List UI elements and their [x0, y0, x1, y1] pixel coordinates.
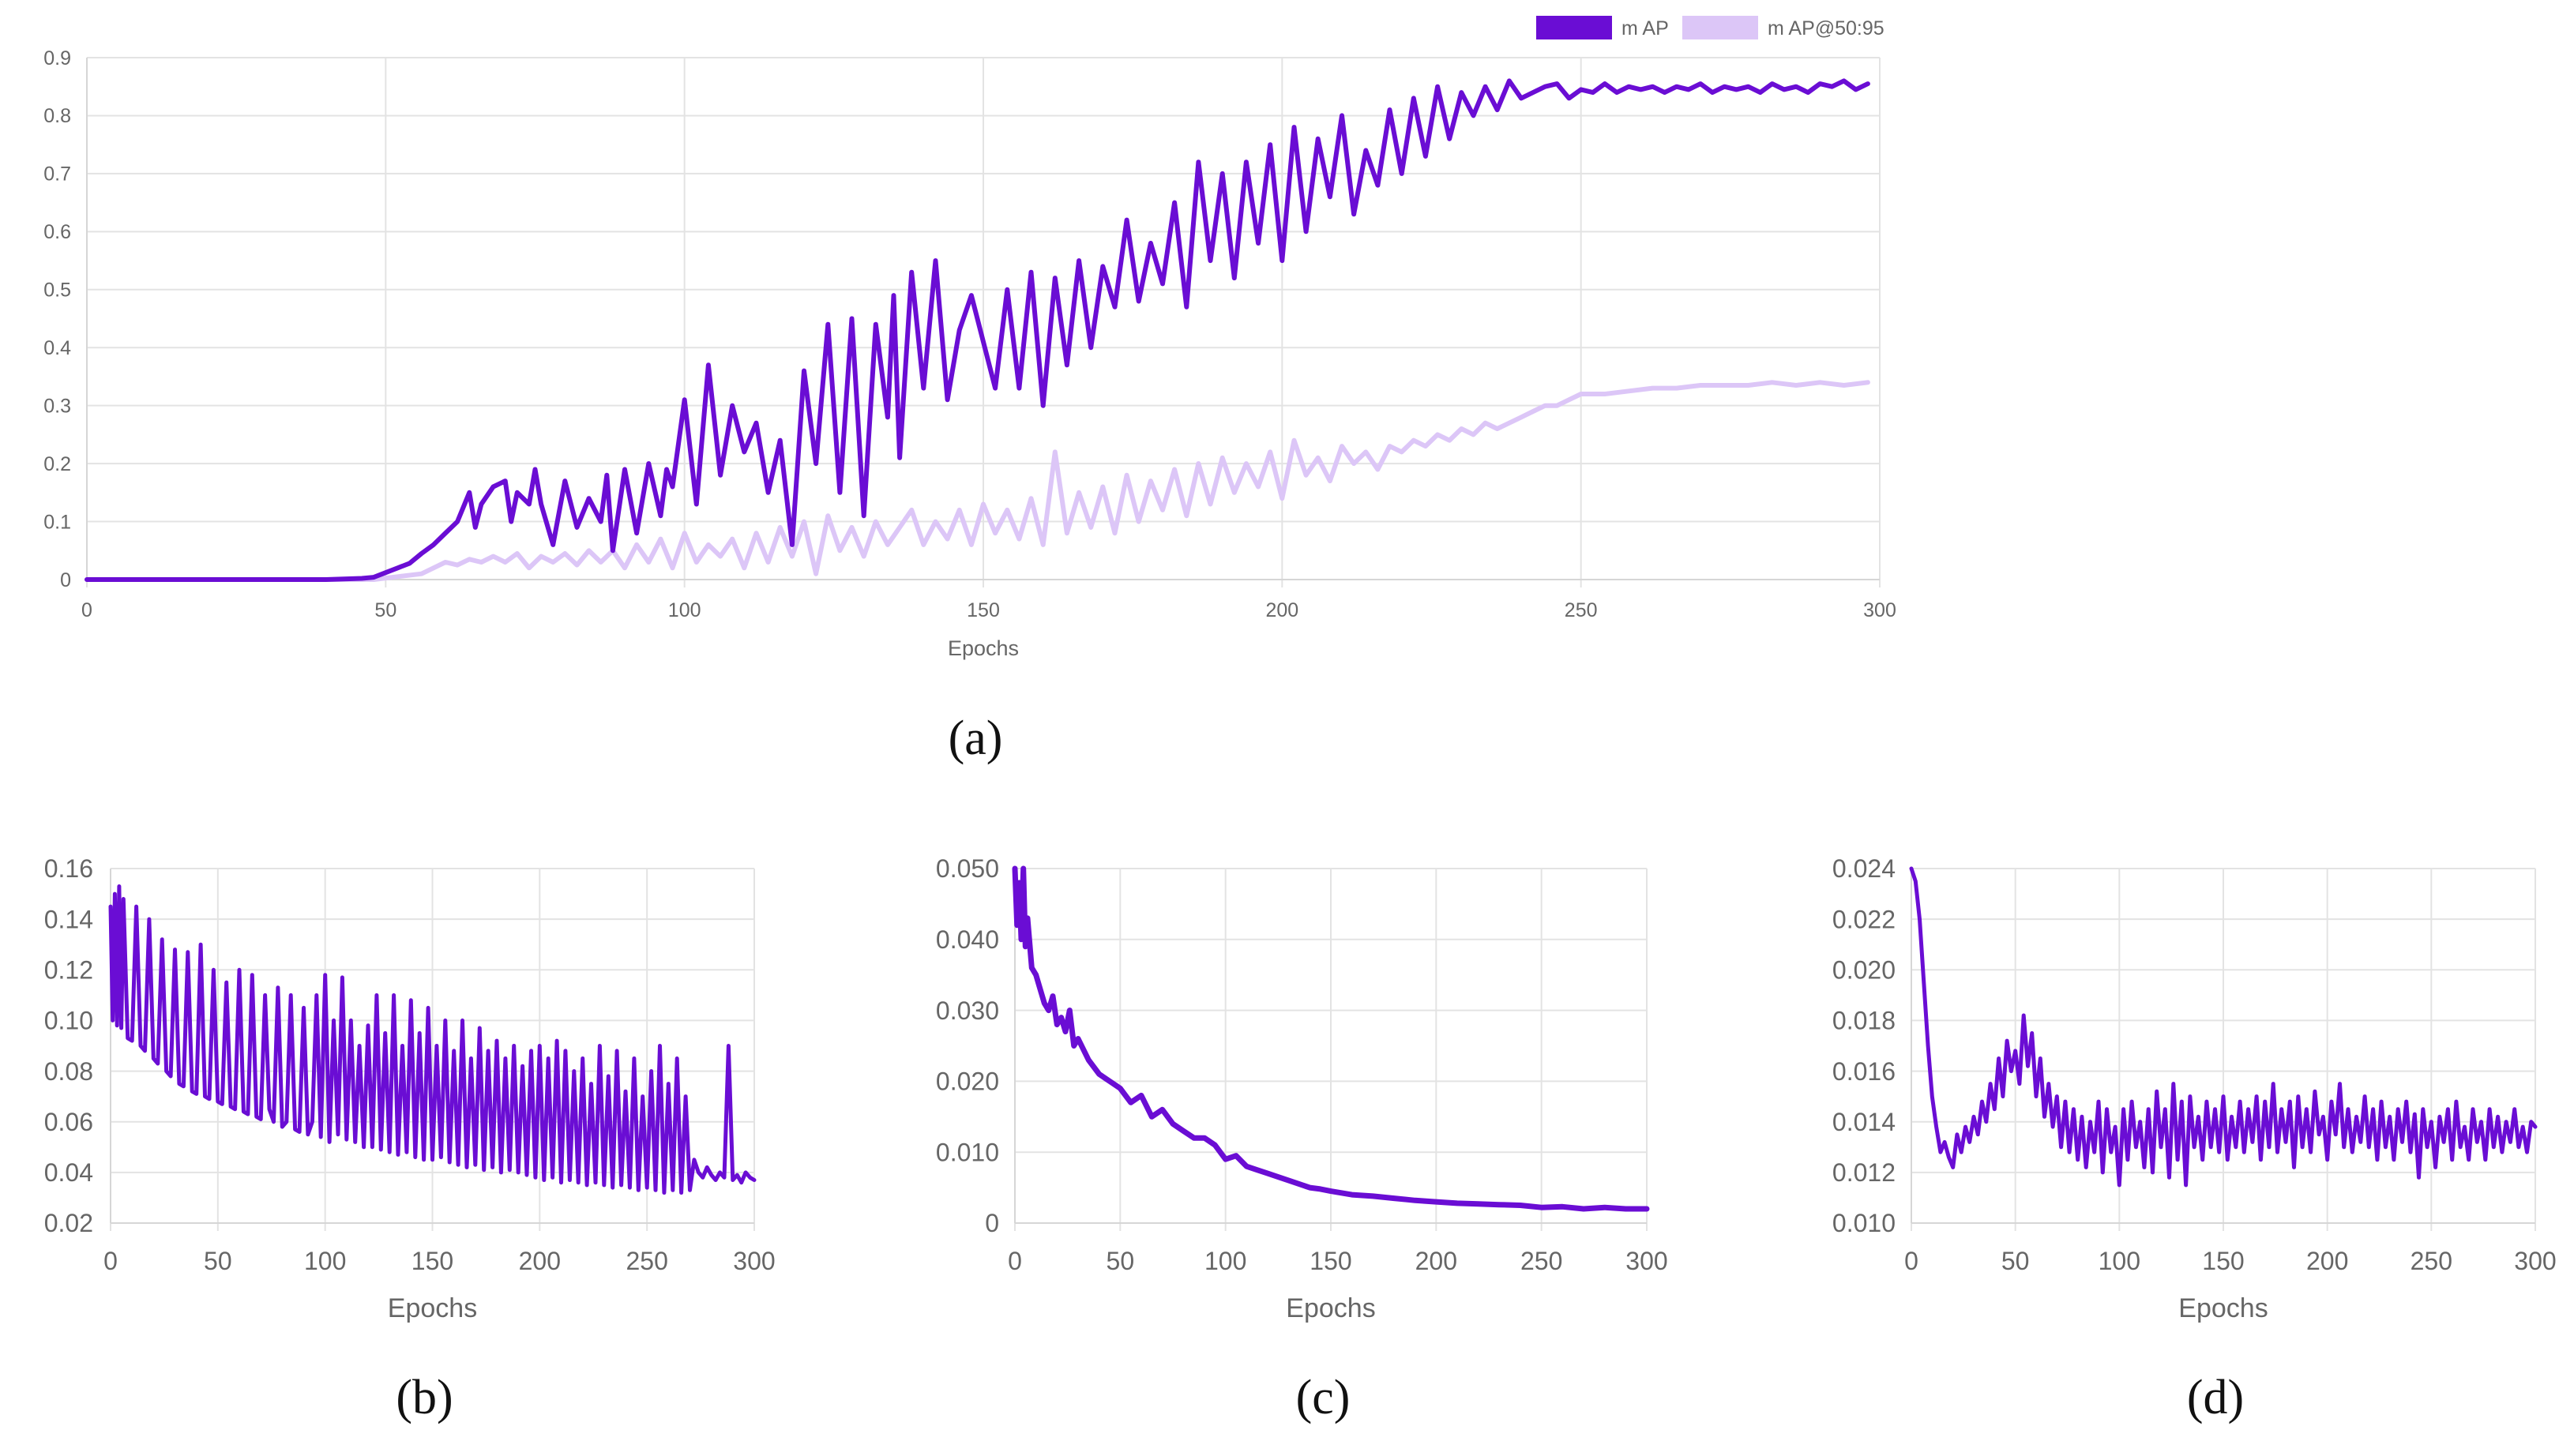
y-tick-label: 0.040	[936, 925, 999, 954]
legend-label-0: m AP	[1621, 17, 1669, 39]
x-tick-label: 300	[733, 1247, 775, 1275]
legend-swatch-1	[1682, 16, 1758, 39]
series-line-0	[1012, 865, 1650, 1212]
y-tick-label: 0.018	[1832, 1007, 1896, 1035]
series-line-1	[85, 380, 1870, 582]
x-tick-label: 150	[1310, 1247, 1351, 1275]
legend-swatch-0	[1536, 16, 1612, 39]
x-tick-label: 0	[81, 599, 92, 621]
x-tick-label: 150	[2202, 1247, 2244, 1275]
panel-a-map-chart: 0 0.1 0.2 0.3 0.4 0.5 0.6 0.7 0.8 0.9 0 50 100 150 200…	[43, 16, 1896, 765]
x-tick-label: 0	[103, 1247, 118, 1275]
y-tick-label: 0.12	[44, 955, 93, 984]
y-tick-label: 0.2	[43, 453, 71, 475]
x-tick-label: 150	[411, 1247, 453, 1275]
x-tick-label: 200	[1415, 1247, 1457, 1275]
x-tick-label: 50	[204, 1247, 232, 1275]
x-tick-label: 250	[1520, 1247, 1562, 1275]
y-tick-label: 0.06	[44, 1108, 93, 1136]
y-tick-label: 0.022	[1832, 905, 1896, 933]
x-tick-label: 250	[2411, 1247, 2452, 1275]
y-tick-label: 0.02	[44, 1209, 93, 1237]
y-tick-label: 0.050	[936, 854, 999, 883]
y-tick-label: 0.030	[936, 996, 999, 1025]
x-tick-label: 300	[1625, 1247, 1667, 1275]
panel-caption: (a)	[949, 711, 1003, 765]
series-line-0	[108, 884, 757, 1195]
x-tick-label: 200	[519, 1247, 561, 1275]
y-tick-label: 0.3	[43, 395, 71, 417]
y-tick-label: 0.16	[44, 854, 93, 883]
x-tick-label: 200	[1265, 599, 1298, 621]
x-axis-label: Epochs	[388, 1293, 477, 1323]
y-tick-label: 0.8	[43, 105, 71, 127]
x-tick-label: 0	[1008, 1247, 1022, 1275]
x-tick-label: 0	[1904, 1247, 1918, 1275]
series-line-0	[85, 78, 1870, 582]
y-tick-label: 0.10	[44, 1007, 93, 1035]
x-tick-label: 100	[304, 1247, 346, 1275]
x-tick-label: 250	[626, 1247, 667, 1275]
y-tick-label: 0.7	[43, 163, 71, 186]
x-axis-label: Epochs	[948, 636, 1019, 660]
x-tick-label: 100	[2099, 1247, 2140, 1275]
y-tick-label: 0	[985, 1209, 999, 1237]
y-tick-label: 0.014	[1832, 1108, 1896, 1136]
y-tick-label: 0.04	[44, 1158, 93, 1187]
y-tick-label: 0.9	[43, 47, 71, 69]
y-tick-label: 0.010	[936, 1138, 999, 1166]
y-tick-label: 0.020	[936, 1068, 999, 1096]
y-tick-label: 0.020	[1832, 955, 1896, 984]
panel-b-loss-chart: 0.02 0.04 0.06 0.08 0.10 0.12 0.14 0.16 0 50 100 15…	[44, 854, 776, 1424]
x-tick-label: 300	[2514, 1247, 2556, 1275]
x-tick-label: 200	[2306, 1247, 2348, 1275]
y-tick-label: 0.14	[44, 905, 93, 933]
y-tick-label: 0.016	[1832, 1057, 1896, 1086]
y-tick-label: 0.012	[1832, 1158, 1896, 1187]
x-tick-label: 50	[374, 599, 396, 621]
x-tick-label: 50	[2001, 1247, 2030, 1275]
legend: m AP m AP@50:95	[1536, 16, 1884, 39]
x-tick-label: 50	[1107, 1247, 1135, 1275]
x-tick-label: 100	[668, 599, 701, 621]
panel-caption: (c)	[1296, 1371, 1351, 1424]
y-tick-label: 0.6	[43, 221, 71, 243]
panel-c-loss-chart: 0 0.010 0.020 0.030 0.040 0.050 0 50 100 150 200 25…	[936, 854, 1668, 1424]
x-tick-label: 250	[1565, 599, 1598, 621]
x-axis-label: Epochs	[2178, 1293, 2268, 1323]
y-tick-label: 0.010	[1832, 1209, 1896, 1237]
series-line-0	[1909, 866, 2538, 1188]
y-tick-label: 0.08	[44, 1057, 93, 1086]
x-tick-label: 150	[967, 599, 1000, 621]
x-tick-label: 100	[1204, 1247, 1246, 1275]
panel-caption: (d)	[2187, 1371, 2244, 1424]
panel-d-loss-chart: 0.010 0.012 0.014 0.016 0.018 0.020 0.022 0.024…	[1832, 854, 2557, 1424]
y-tick-label: 0.4	[43, 337, 71, 359]
y-tick-label: 0.1	[43, 511, 71, 533]
x-tick-label: 300	[1863, 599, 1896, 621]
legend-label-1: m AP@50:95	[1768, 17, 1884, 39]
x-axis-label: Epochs	[1286, 1293, 1375, 1323]
y-tick-label: 0.5	[43, 280, 71, 302]
y-tick-label: 0	[60, 569, 71, 591]
panel-caption: (b)	[396, 1371, 453, 1424]
y-tick-label: 0.024	[1832, 854, 1896, 883]
